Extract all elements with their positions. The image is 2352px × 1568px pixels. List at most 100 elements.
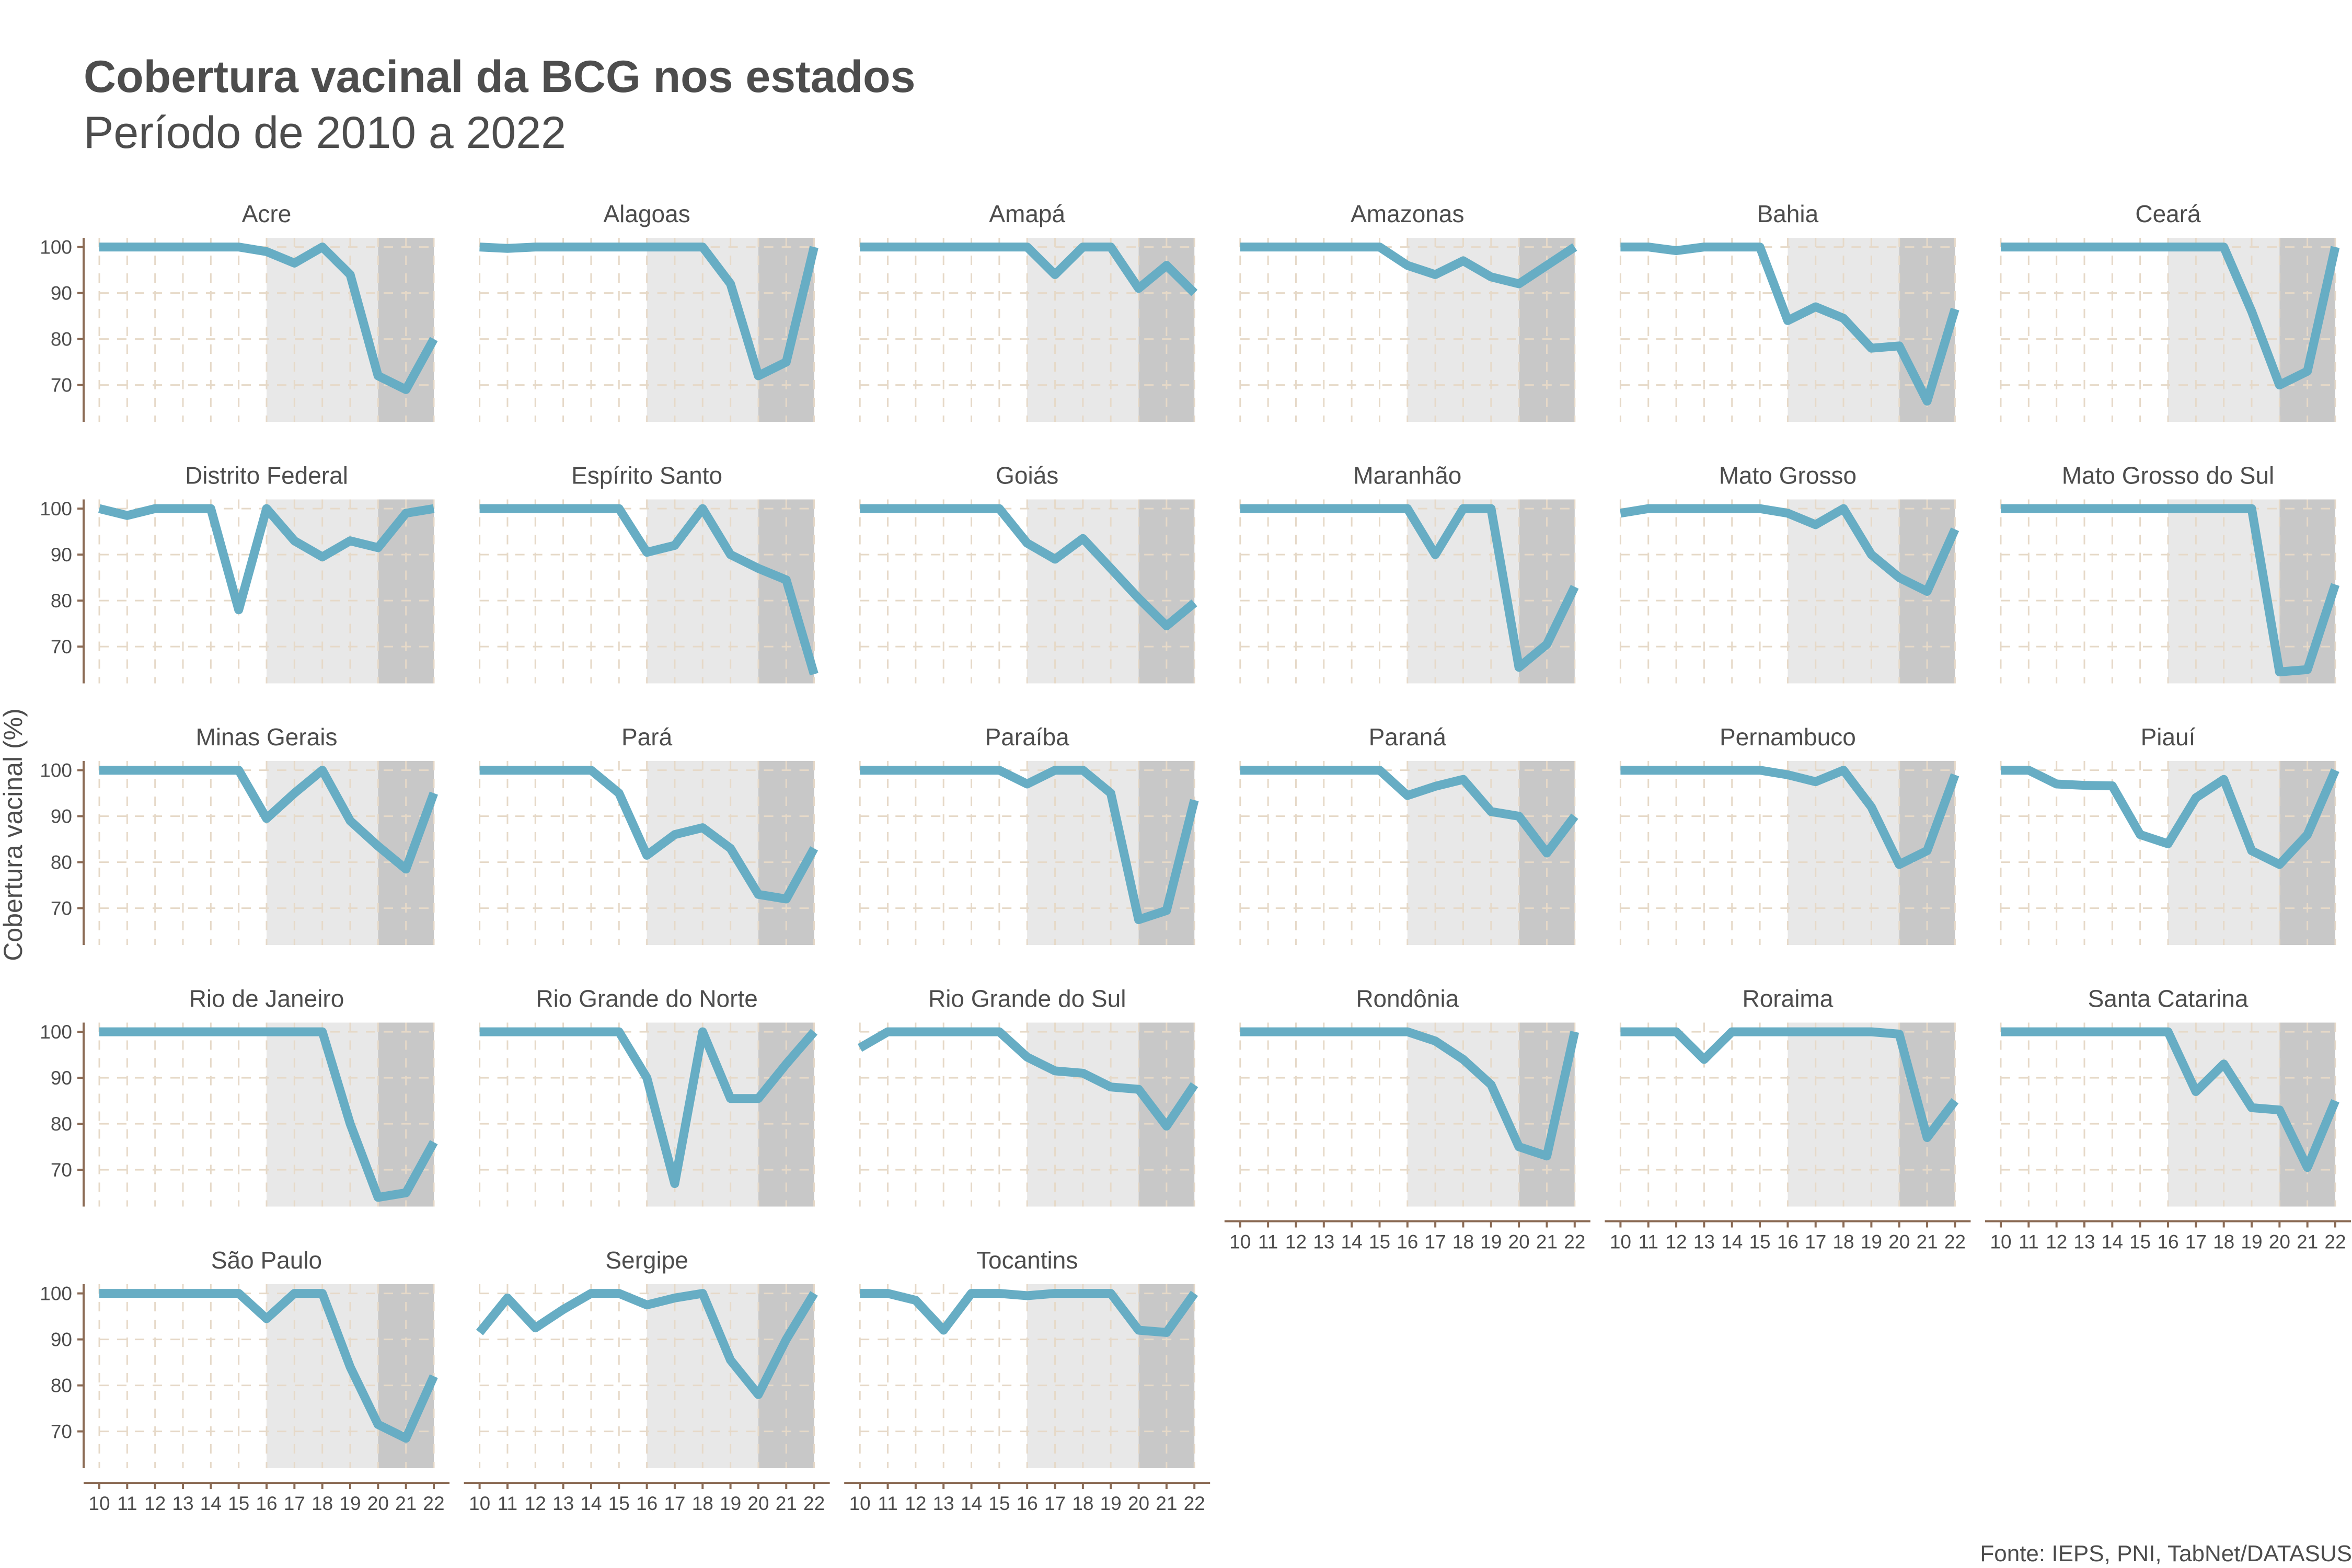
facet-tocantins: Tocantins 10 11 12 13 14 15 16 17 18 19 20 21 22 <box>844 1247 1210 1514</box>
x-tick-label: 14 <box>2102 1231 2123 1253</box>
facet-title: Distrito Federal <box>185 462 348 489</box>
y-tick-label: 90 <box>51 806 72 827</box>
x-tick-label: 19 <box>2241 1231 2262 1253</box>
x-tick-label: 18 <box>2213 1231 2234 1253</box>
x-tick-label: 15 <box>228 1493 249 1514</box>
x-tick-label: 20 <box>367 1493 389 1514</box>
facet-maranhao: Maranhão <box>1239 462 1579 684</box>
x-tick-label: 21 <box>395 1493 417 1514</box>
facet-parana: Paraná <box>1239 723 1578 945</box>
x-tick-label: 15 <box>2129 1231 2151 1253</box>
series-line-pernambuco <box>1620 766 1959 869</box>
x-tick-label: 14 <box>200 1493 222 1514</box>
facet-title: Santa Catarina <box>2088 985 2249 1012</box>
series-line-goias <box>860 504 1197 630</box>
y-tick-label: 70 <box>51 1159 72 1181</box>
facet-goias: Goiás <box>859 462 1197 684</box>
facet-title: Rondônia <box>1356 985 1459 1012</box>
facet-title: Paraíba <box>985 723 1070 751</box>
series-line-parana <box>1240 766 1578 858</box>
series-line-bahia <box>1620 243 1959 406</box>
facet-sergipe: Sergipe 10 11 12 13 14 15 16 17 18 19 20 21 22 <box>464 1247 830 1514</box>
facet-title: Amapá <box>989 200 1065 227</box>
series-line-mato-grosso <box>1620 504 1959 596</box>
y-tick-label: 100 <box>40 1283 72 1305</box>
series-line-ceara <box>2001 243 2340 390</box>
y-tick-label: 90 <box>51 1329 72 1351</box>
y-tick-label: 70 <box>51 1421 72 1443</box>
x-tick-label: 16 <box>2157 1231 2178 1253</box>
x-tick-label: 21 <box>776 1493 797 1514</box>
series-line-roraima <box>1620 1027 1959 1142</box>
x-tick-label: 12 <box>144 1493 166 1514</box>
facet-rio-grande-do-sul: Rio Grande do Sul <box>857 985 1198 1207</box>
facet-title: Goiás <box>996 462 1058 489</box>
series-line-acre <box>99 243 438 394</box>
x-tick-label: 11 <box>1258 1231 1278 1253</box>
facet-title: Ceará <box>2135 200 2201 227</box>
facet-pernambuco: Pernambuco <box>1619 723 1959 945</box>
facet-rio-grande-do-norte: Rio Grande do Norte <box>479 985 818 1207</box>
x-tick-label: 12 <box>1285 1231 1307 1253</box>
x-tick-label: 13 <box>1693 1231 1715 1253</box>
series-line-tocantins <box>860 1289 1198 1337</box>
facet-title: Alagoas <box>603 200 690 227</box>
x-tick-label: 13 <box>172 1493 193 1514</box>
y-tick-label: 90 <box>51 544 72 566</box>
x-tick-label: 15 <box>988 1493 1010 1514</box>
x-tick-label: 22 <box>1184 1493 1205 1514</box>
x-tick-label: 20 <box>1128 1493 1149 1514</box>
x-tick-label: 10 <box>1610 1231 1631 1253</box>
series-line-sergipe <box>476 1289 818 1399</box>
y-tick-label: 70 <box>51 375 72 396</box>
x-tick-label: 22 <box>1564 1231 1585 1253</box>
facet-title: Rio Grande do Norte <box>536 985 757 1012</box>
x-tick-label: 13 <box>1313 1231 1334 1253</box>
series-line-mato-grosso-do-sul <box>2001 504 2340 676</box>
facet-santa-catarina: Santa Catarina 10 11 12 13 14 15 16 17 18 19 20 21 22 <box>1985 985 2351 1253</box>
series-line-amapa <box>860 243 1198 296</box>
series-line-distrito-federal <box>98 504 435 615</box>
facet-acre: Acre 70 80 90 100 <box>40 200 438 422</box>
facet-amazonas: Amazonas <box>1239 200 1577 422</box>
facet-title: Sergipe <box>605 1247 688 1274</box>
x-tick-label: 21 <box>1536 1231 1558 1253</box>
x-tick-label: 17 <box>1425 1231 1446 1253</box>
x-tick-label: 20 <box>747 1493 769 1514</box>
series-line-alagoas <box>479 243 818 381</box>
x-tick-label: 19 <box>720 1493 741 1514</box>
x-tick-label: 14 <box>1341 1231 1363 1253</box>
x-tick-label: 16 <box>1777 1231 1798 1253</box>
facet-title: Mato Grosso <box>1719 462 1857 489</box>
series-line-minas-gerais <box>99 766 438 874</box>
facet-alagoas: Alagoas <box>479 200 818 422</box>
y-tick-label: 70 <box>51 898 72 919</box>
x-tick-label: 12 <box>2046 1231 2067 1253</box>
facet-title: Tocantins <box>976 1247 1078 1274</box>
x-tick-label: 17 <box>664 1493 685 1514</box>
x-tick-label: 22 <box>2324 1231 2346 1253</box>
y-tick-label: 80 <box>51 1113 72 1135</box>
facet-title: Roraima <box>1742 985 1833 1012</box>
facet-sao-paulo: São Paulo 70 80 90 100 10 11 12 13 14 15 16 17 18 19 20… <box>40 1247 449 1514</box>
y-tick-label: 90 <box>51 283 72 304</box>
facet-rio-de-janeiro: Rio de Janeiro 70 80 90 100 <box>40 985 438 1207</box>
x-tick-label: 22 <box>803 1493 825 1514</box>
chart-title: Cobertura vacinal da BCG nos estados <box>84 52 916 102</box>
facet-title: Acre <box>242 200 292 227</box>
series-line-piaui <box>2001 766 2339 869</box>
x-tick-label: 15 <box>608 1493 630 1514</box>
chart-subtitle: Período de 2010 a 2022 <box>84 108 566 158</box>
x-tick-label: 13 <box>552 1493 574 1514</box>
x-tick-label: 21 <box>1916 1231 1938 1253</box>
x-tick-label: 17 <box>284 1493 305 1514</box>
x-tick-label: 19 <box>1861 1231 1882 1253</box>
facet-piaui: Piauí <box>2000 723 2339 945</box>
facet-paraiba: Paraíba <box>859 723 1199 945</box>
x-tick-label: 22 <box>423 1493 444 1514</box>
x-tick-label: 17 <box>1805 1231 1826 1253</box>
series-line-espirito-santo <box>479 504 818 676</box>
x-tick-label: 13 <box>2073 1231 2095 1253</box>
series-line-paraiba <box>860 766 1199 925</box>
x-tick-label: 16 <box>1017 1493 1038 1514</box>
